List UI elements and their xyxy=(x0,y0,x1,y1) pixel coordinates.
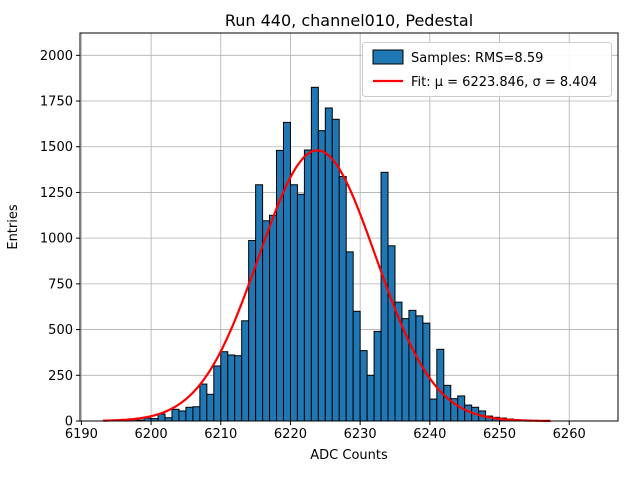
histogram-bar xyxy=(303,149,312,422)
chart-title: Run 440, channel010, Pedestal xyxy=(225,11,473,30)
histogram-bar xyxy=(220,351,229,422)
histogram-bar xyxy=(289,184,298,422)
histogram-bar xyxy=(227,354,236,422)
gridlines xyxy=(80,33,618,422)
histogram-bar xyxy=(192,406,201,422)
legend-box xyxy=(362,42,612,97)
histogram-bar xyxy=(352,310,361,422)
y-tick-label: 1500 xyxy=(40,140,73,155)
histogram-bar xyxy=(366,374,375,422)
x-tick-label: 6190 xyxy=(65,427,98,442)
histogram-bar xyxy=(338,176,347,422)
x-tick-label: 6200 xyxy=(135,427,168,442)
x-axis-label: ADC Counts xyxy=(310,448,388,463)
histogram-bar xyxy=(429,398,438,422)
y-tick-label: 500 xyxy=(48,323,73,338)
histogram-bar xyxy=(345,251,354,422)
x-tick-label: 6220 xyxy=(274,427,307,442)
histogram-bar xyxy=(359,350,368,422)
histogram-bar xyxy=(178,410,187,422)
histogram-bar xyxy=(262,220,271,422)
histogram-bar xyxy=(234,355,243,422)
y-tick-label: 250 xyxy=(48,369,73,384)
x-tick-label: 6250 xyxy=(483,427,516,442)
y-axis-label: Entries xyxy=(6,204,21,250)
histogram-bar xyxy=(443,384,452,422)
plot-border xyxy=(79,32,619,422)
histogram-bar xyxy=(415,315,424,422)
histogram-bar xyxy=(380,171,389,422)
histogram-bar xyxy=(317,130,326,422)
histogram-bar xyxy=(241,320,250,422)
legend-swatch-samples xyxy=(372,49,404,65)
y-tick-label: 1250 xyxy=(40,186,73,201)
histogram-bar xyxy=(171,408,180,422)
histogram-bar xyxy=(387,245,396,422)
histogram-bar xyxy=(436,348,445,422)
y-tick-label: 750 xyxy=(48,277,73,292)
x-tick-label: 6240 xyxy=(413,427,446,442)
histogram-bar xyxy=(276,149,284,422)
y-tick-label: 1000 xyxy=(40,232,73,247)
histogram-bar xyxy=(373,330,382,422)
legend-label-fit: Fit: μ = 6223.846, σ = 8.404 xyxy=(411,75,597,90)
legend-label-samples: Samples: RMS=8.59 xyxy=(411,51,543,66)
fit-curve xyxy=(102,149,551,422)
x-tick-label: 6260 xyxy=(553,427,586,442)
y-tick-label: 2000 xyxy=(40,49,73,64)
histogram-bar xyxy=(255,184,264,422)
y-tick-label: 0 xyxy=(65,415,73,430)
histogram-bar xyxy=(310,86,319,422)
x-tick-label: 6210 xyxy=(204,427,237,442)
legend: Samples: RMS=8.59 Fit: μ = 6223.846, σ =… xyxy=(362,42,612,97)
histogram-bar xyxy=(185,406,194,422)
y-tick-label: 1750 xyxy=(40,95,73,110)
histogram-bar xyxy=(199,383,208,422)
histogram-bar xyxy=(213,365,222,422)
axes-frame xyxy=(79,32,619,422)
x-tick-label: 6230 xyxy=(344,427,377,442)
histogram-bar xyxy=(282,121,291,422)
histogram-bars xyxy=(129,86,521,422)
tick-marks xyxy=(76,54,570,425)
histogram-bar xyxy=(269,214,278,422)
histogram-bar xyxy=(296,193,305,422)
y-tick-labels: 0 250 500 750 1000 1250 1500 1750 2000 xyxy=(40,49,73,430)
histogram-bar xyxy=(408,309,417,422)
x-tick-labels: 6190 6200 6210 6220 6230 6240 6250 6260 xyxy=(65,427,586,442)
histogram-bar xyxy=(206,393,215,422)
